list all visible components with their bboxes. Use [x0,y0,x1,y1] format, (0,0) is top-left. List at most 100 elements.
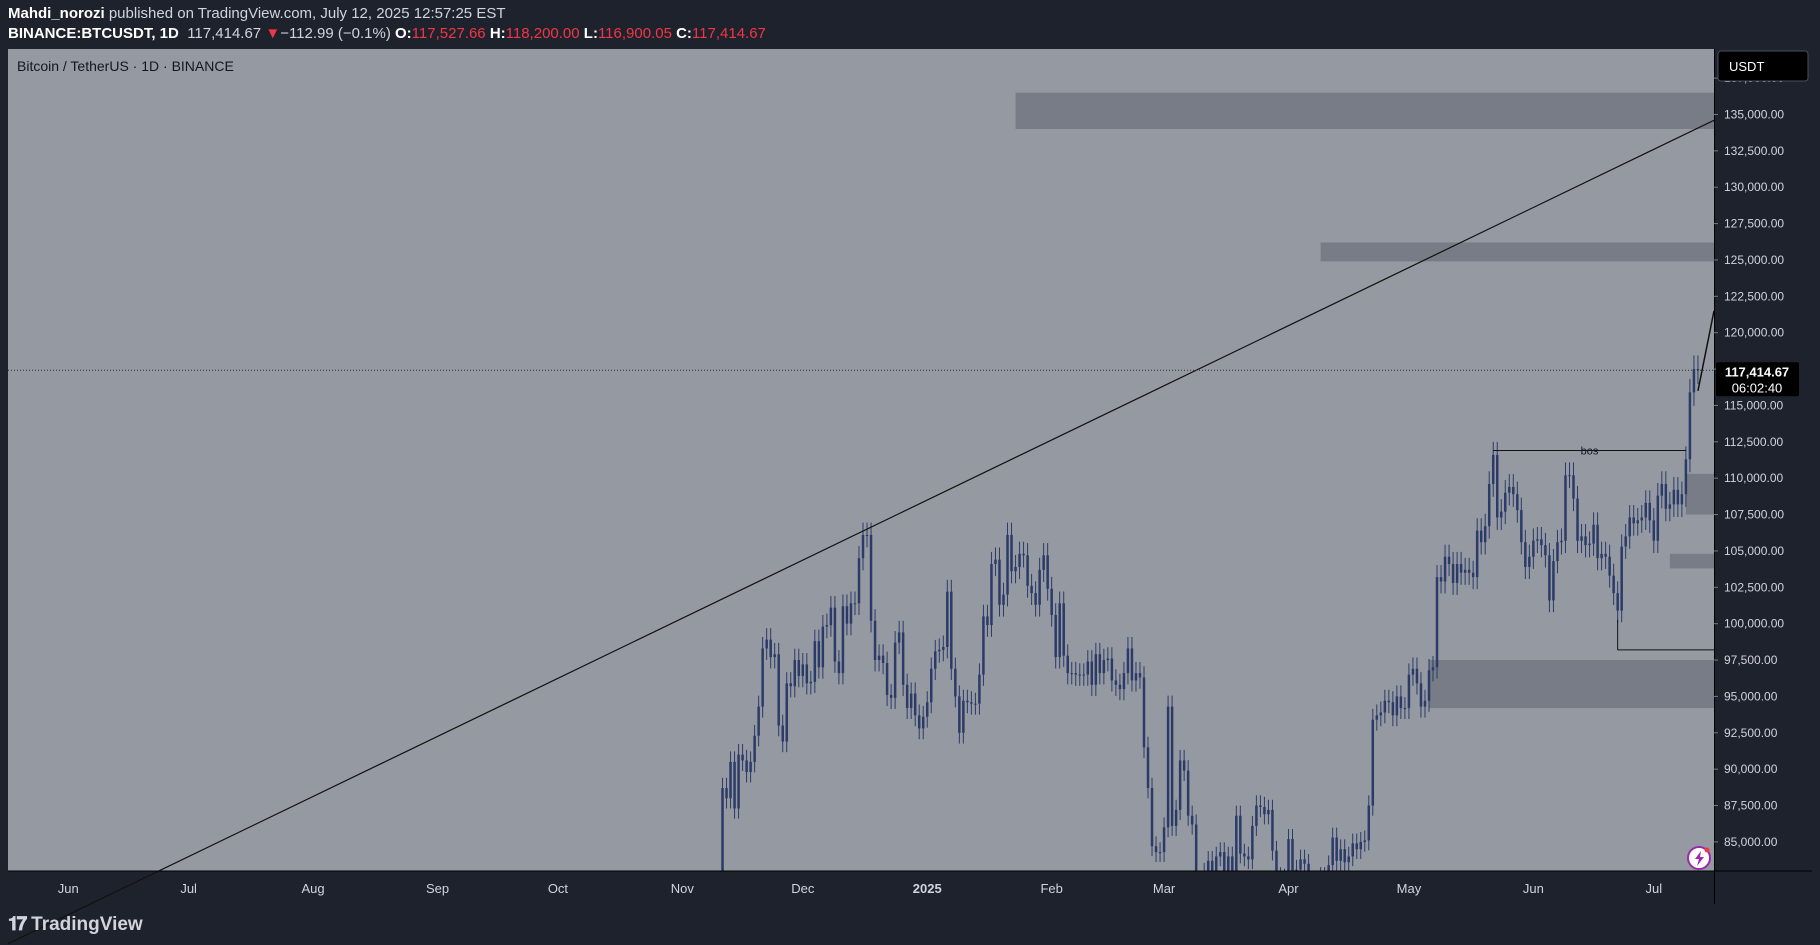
candle-body [1628,517,1631,537]
candle-body [954,668,957,697]
candle-body [1114,680,1118,685]
candle-body [1475,530,1479,578]
author-name[interactable]: Mahdi_norozi [8,5,105,22]
time-axis[interactable]: Jun Jul Aug Sep Oct Nov Dec 2025 Feb Mar Apr May Jun… [58,881,1662,896]
replay-lightning-icon[interactable] [1687,846,1711,870]
candle-body [817,641,821,668]
candle-body [934,651,937,669]
candle-body [1483,526,1487,543]
candle-body [1210,860,1214,871]
candle-body [1178,760,1182,810]
high-value: 118,200.00 [505,25,580,42]
candle-body [1014,566,1017,572]
currency-button[interactable]: USDT [1717,50,1809,82]
price-axis[interactable]: 85,000.00 87,500.00 90,000.00 92,500.00 95,0… [1714,71,1784,849]
candle-body [741,754,744,761]
candle-body [1339,849,1342,861]
candle-body [1616,593,1619,611]
candle-body [1664,484,1668,509]
candle-body [1431,667,1435,671]
last-price-badge: 117,414.67 06:02:40 [1716,362,1799,397]
candle-body [1215,856,1218,871]
price-tick-label: 115,000.00 [1724,398,1783,412]
supply-demand-zone [1669,553,1714,569]
candle-body [1227,856,1230,871]
candle-body [946,591,949,647]
candle-body [849,603,853,624]
currency-button-bg[interactable] [1717,50,1809,82]
candle-body [1275,850,1278,871]
candle-body [1182,760,1186,771]
candle-body [821,626,825,668]
candle-body [1299,859,1302,870]
candle-body [773,654,776,658]
candle-body [1560,540,1563,543]
currency-button-label[interactable]: USDT [1729,59,1764,74]
candle-body [845,606,849,624]
low-label: L: [583,25,598,42]
candle-body [1082,674,1086,676]
candle-body [1050,588,1053,615]
candle-body [1528,556,1531,567]
candle-body [1074,673,1077,675]
candle-body [1632,517,1635,524]
candle-body [1090,661,1094,685]
drawings-layer [7,119,1715,945]
candle-body [865,534,869,536]
candle-body [1363,840,1367,842]
low-value: 116,900.05 [597,25,672,42]
candle-body [1395,696,1399,716]
candle-body [1054,614,1057,658]
candle-body [998,559,1001,605]
tradingview-logo[interactable]: 𝟏𝟕 TradingView [8,914,143,936]
candle-body [1592,524,1595,544]
candle-body [1656,495,1660,541]
candle-body [873,620,877,661]
candle-body [1170,706,1174,826]
candle-body [781,725,784,742]
candle-body [1038,569,1041,605]
candle-body [1058,603,1061,658]
candle-body [1375,715,1379,720]
price-tick-label: 112,500.00 [1724,435,1783,449]
candle-body [950,591,953,669]
price-tick-label: 125,000.00 [1724,253,1784,267]
candle-body [725,788,728,799]
candle-body [1548,555,1551,601]
price-tick-label: 122,500.00 [1724,289,1784,303]
candle-body [1263,806,1266,815]
price-tick-label: 95,000.00 [1724,689,1778,703]
candle-body [994,559,997,565]
candle-body [1644,502,1648,518]
candle-body [990,564,993,626]
candle-body [1042,555,1045,570]
change-down-icon: ▼ [265,25,281,42]
symbol-label[interactable]: BINANCE:BTCUSDT, 1D [8,25,179,42]
candle-body [1146,747,1150,789]
candle-body [938,649,941,652]
candle-body [1532,540,1535,557]
price-tick-label: 97,500.00 [1724,653,1778,667]
candle-body [861,534,865,559]
candle-body [1696,369,1700,371]
candle-body [1002,594,1005,605]
candle-body [1443,556,1447,582]
candle-body [1516,494,1519,511]
candle-body [1126,648,1130,674]
plot-area[interactable] [8,49,1714,871]
candle-body [1660,484,1664,496]
price-tick-label: 85,000.00 [1724,835,1778,849]
candle-body [777,654,780,726]
price-tick-label: 102,500.00 [1724,580,1784,594]
candle-body [1672,489,1676,505]
candle-body [1291,838,1294,871]
open-value: 117,527.66 [411,25,486,42]
time-tick-label: Aug [302,881,325,896]
candle-body [1467,569,1471,573]
candle-body [1303,859,1306,864]
candle-body [1463,569,1467,573]
time-tick-label: Dec [791,881,815,896]
candle-body [1102,660,1106,674]
candle-body [1576,498,1579,541]
